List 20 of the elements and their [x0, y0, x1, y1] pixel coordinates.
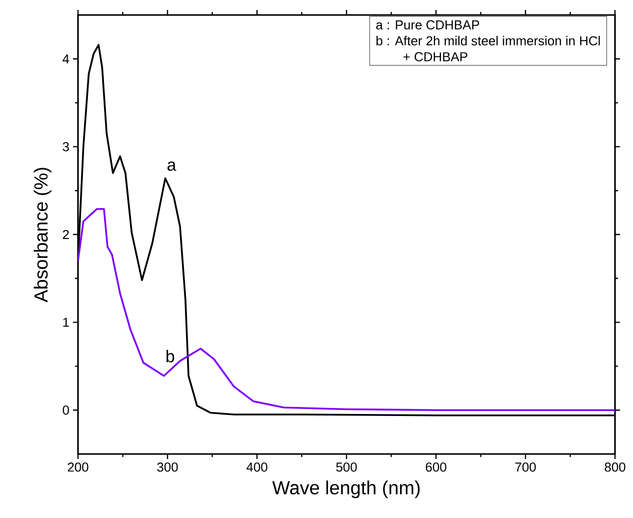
x-tick-label: 300 [157, 462, 178, 472]
x-tick-label: 500 [336, 462, 357, 472]
x-tick-label: 400 [246, 462, 268, 472]
x-tick-label: 800 [604, 462, 626, 472]
annotation: b : After 2h mild steel immersion in HCl [376, 36, 600, 46]
x-tick-label: 600 [426, 462, 446, 472]
x-tick-label: 200 [68, 462, 88, 472]
x-axis-title: Wave length (nm) [272, 480, 420, 498]
y-tick-label: 2 [62, 230, 69, 240]
annotation: + CDHBAP [403, 52, 468, 62]
annotation: a : Pure CDHBAP [376, 20, 480, 30]
y-tick-label: 4 [62, 54, 70, 64]
y-tick-label: 0 [62, 406, 69, 415]
x-tick-label: 700 [515, 462, 536, 472]
y-tick-label: 1 [63, 318, 69, 327]
line-series [77, 208, 616, 411]
y-axis-title: Absorbance (%) [34, 168, 52, 302]
y-tick-label: 3 [62, 142, 69, 152]
series-label: a [168, 162, 176, 171]
series-label: b [166, 350, 174, 362]
